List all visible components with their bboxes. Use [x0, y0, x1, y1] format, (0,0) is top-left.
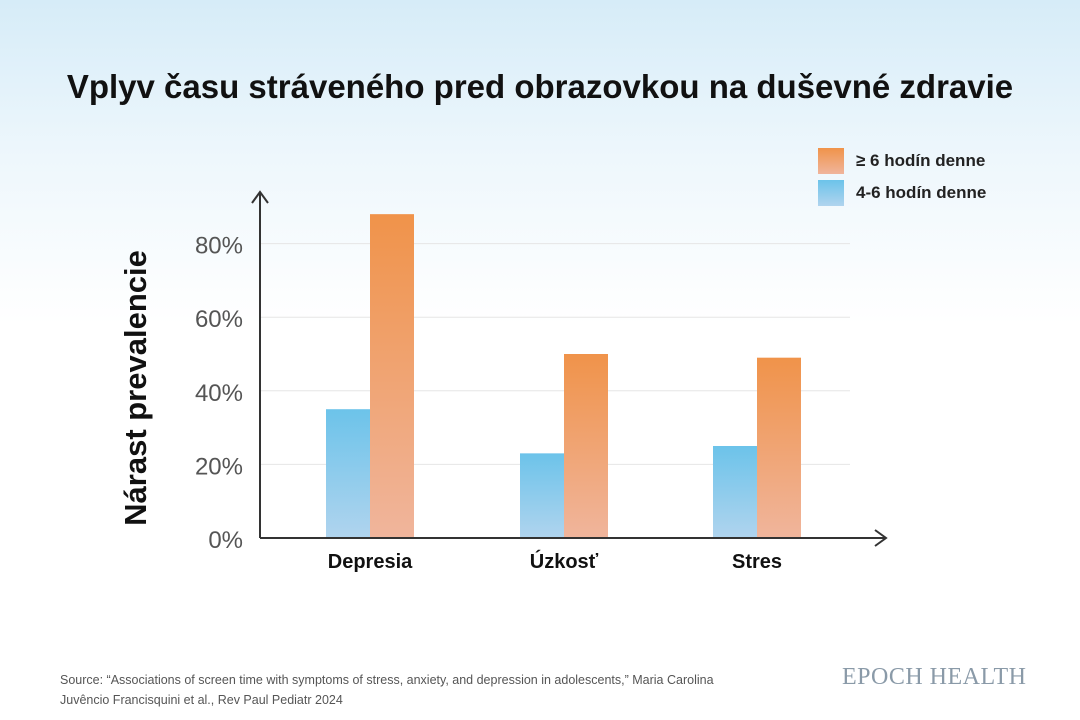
y-tick-label: 40% [195, 380, 243, 407]
x-tick-label: Depresia [328, 551, 413, 573]
bar-4to6-1 [520, 453, 564, 538]
legend-swatch-orange [818, 148, 844, 174]
legend-item-4to6: 4-6 hodín denne [818, 180, 986, 206]
legend-label-4to6: 4-6 hodín denne [856, 183, 987, 202]
bar-6plus-2 [757, 357, 801, 538]
x-tick-label: Úzkosť [530, 549, 599, 573]
bar-6plus-1 [564, 354, 608, 538]
y-tick-label: 20% [195, 453, 243, 480]
y-tick-label: 0% [208, 527, 243, 554]
y-tick-label: 60% [195, 306, 243, 333]
bar-6plus-0 [370, 214, 414, 538]
chart-title: Vplyv času stráveného pred obrazovkou na… [66, 68, 1014, 105]
x-axis-arrow [874, 529, 888, 547]
y-axis-arrow [251, 190, 269, 204]
legend-swatch-blue [818, 180, 844, 206]
source-citation: Source: “Associations of screen time wit… [60, 673, 714, 707]
legend-item-6plus: ≥ 6 hodín denne [818, 148, 985, 174]
y-tick-label: 80% [195, 233, 243, 260]
brand-logo: EPOCH HEALTH [842, 664, 1027, 690]
bar-4to6-0 [326, 409, 370, 538]
bar-4to6-2 [713, 446, 757, 538]
y-axis-label: Nárast prevalencie [118, 250, 153, 526]
x-tick-label: Stres [732, 551, 782, 573]
legend-label-6plus: ≥ 6 hodín denne [856, 151, 986, 170]
